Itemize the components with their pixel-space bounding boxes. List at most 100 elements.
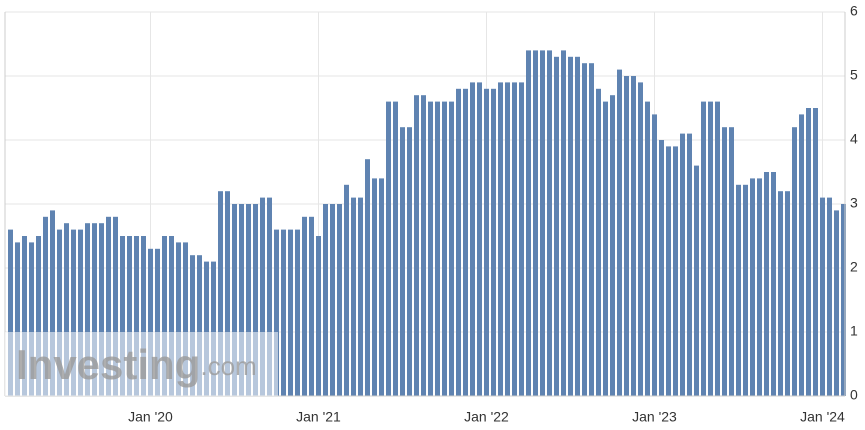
bar	[36, 236, 41, 396]
y-tick-label: 0	[850, 387, 858, 403]
bar	[743, 184, 748, 396]
bar	[414, 95, 419, 396]
bar	[379, 178, 384, 396]
bar	[449, 101, 454, 396]
bar	[407, 127, 412, 396]
bar	[316, 236, 321, 396]
bar	[666, 146, 671, 396]
bar	[295, 229, 300, 396]
bar	[575, 56, 580, 397]
bar	[351, 197, 356, 396]
bar	[771, 172, 776, 396]
bar	[15, 242, 20, 396]
x-tick-label: Jan '21	[296, 409, 341, 425]
watermark-box	[5, 332, 278, 396]
bar-layer	[8, 50, 846, 397]
bar	[547, 50, 552, 397]
bar	[757, 178, 762, 396]
bar	[596, 88, 601, 397]
bar	[659, 140, 664, 396]
bar	[43, 216, 48, 396]
bar	[92, 223, 97, 396]
bar	[365, 159, 370, 396]
bar	[246, 204, 251, 396]
bar	[78, 229, 83, 396]
bar	[267, 197, 272, 396]
y-tick-label: 6	[850, 3, 858, 19]
bar	[421, 95, 426, 396]
bar	[463, 88, 468, 397]
bar	[729, 127, 734, 396]
bar	[120, 236, 125, 396]
bar	[344, 184, 349, 396]
bar	[610, 95, 615, 396]
bar	[323, 204, 328, 396]
bar	[820, 197, 825, 396]
bar	[358, 197, 363, 396]
bar	[701, 101, 706, 396]
bar	[645, 101, 650, 396]
bar	[589, 63, 594, 396]
bar	[183, 242, 188, 396]
bar	[22, 236, 27, 396]
bar	[428, 101, 433, 396]
bar	[148, 248, 153, 396]
bar	[561, 50, 566, 397]
bar	[239, 204, 244, 396]
x-tick-label: Jan '22	[464, 409, 509, 425]
bar	[435, 101, 440, 396]
bar	[540, 50, 545, 397]
bar	[694, 165, 699, 396]
bar	[750, 178, 755, 396]
y-tick-label: 5	[850, 67, 858, 83]
bar	[274, 229, 279, 396]
bar	[442, 101, 447, 396]
bar	[792, 127, 797, 396]
bar	[554, 56, 559, 397]
bar	[85, 223, 90, 396]
bar	[302, 216, 307, 396]
bar	[484, 88, 489, 397]
bar	[197, 255, 202, 396]
y-tick-label: 3	[850, 195, 858, 211]
watermark-brand: Investing.com	[16, 341, 257, 388]
bar	[715, 101, 720, 396]
x-tick-label: Jan '24	[800, 409, 845, 425]
bar	[64, 223, 69, 396]
bar	[722, 127, 727, 396]
bar	[113, 216, 118, 396]
bar	[673, 146, 678, 396]
bar	[834, 210, 839, 396]
bar	[813, 108, 818, 396]
bar	[764, 172, 769, 396]
bar	[127, 236, 132, 396]
y-tick-label: 1	[850, 323, 858, 339]
y-tick-label: 2	[850, 259, 858, 275]
bar	[204, 261, 209, 396]
bar	[603, 101, 608, 396]
bar	[785, 191, 790, 396]
bar	[141, 236, 146, 396]
y-tick-label: 4	[850, 131, 858, 147]
bar	[491, 88, 496, 397]
bar	[519, 82, 524, 397]
bar	[827, 197, 832, 396]
bar	[29, 242, 34, 396]
bar	[260, 197, 265, 396]
bar	[477, 82, 482, 397]
bar	[330, 204, 335, 396]
bar	[631, 76, 636, 396]
bar	[617, 69, 622, 396]
bar	[799, 114, 804, 397]
bar	[99, 223, 104, 396]
bar	[190, 255, 195, 396]
bar	[134, 236, 139, 396]
bar	[169, 236, 174, 396]
bar	[253, 204, 258, 396]
bar	[400, 127, 405, 396]
bar	[281, 229, 286, 396]
bar	[218, 191, 223, 396]
bar	[57, 229, 62, 396]
bar	[498, 82, 503, 397]
